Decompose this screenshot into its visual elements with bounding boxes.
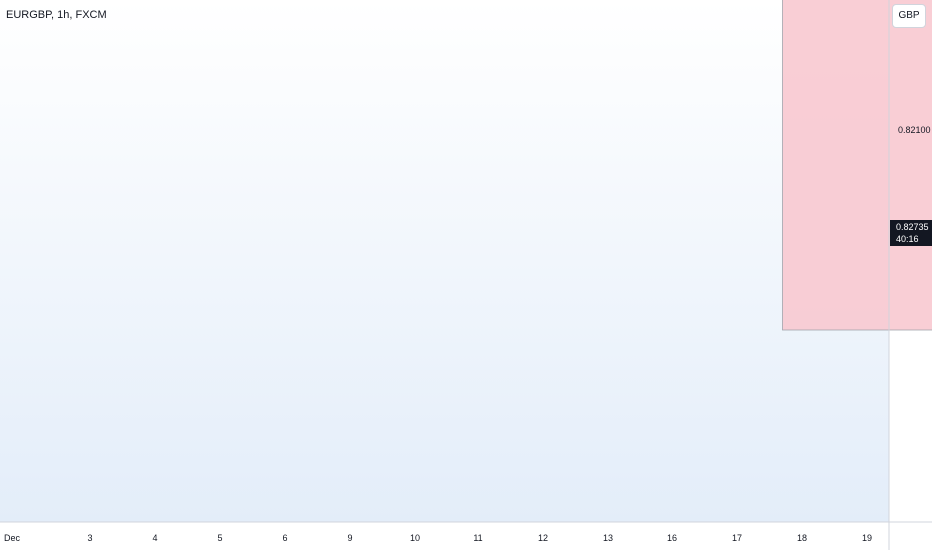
- time-tick-label: 16: [667, 533, 677, 543]
- time-tick-label: 6: [282, 533, 287, 543]
- zone-pink-demand[interactable]: [782, 0, 932, 331]
- time-tick-label: 12: [538, 533, 548, 543]
- currency-button[interactable]: GBP: [892, 4, 926, 28]
- time-tick-label: 13: [603, 533, 613, 543]
- chart-background: [0, 0, 889, 522]
- time-tick-label: 18: [797, 533, 807, 543]
- time-tick-label: 9: [347, 533, 352, 543]
- bar-countdown: 40:16: [896, 234, 919, 244]
- symbol-label: EURGBP, 1h, FXCM: [6, 9, 107, 21]
- time-tick-label: 17: [732, 533, 742, 543]
- price-tick-label: 0.82100: [898, 125, 931, 135]
- time-tick-label: 19: [862, 533, 872, 543]
- time-tick-label: 3: [87, 533, 92, 543]
- current-price-value: 0.82735: [896, 222, 929, 232]
- current-price-tag: 0.82735 40:16: [890, 220, 932, 246]
- time-tick-label: 4: [152, 533, 157, 543]
- time-tick-label: Dec: [4, 533, 21, 543]
- time-tick-label: 11: [473, 533, 482, 543]
- time-tick-label: 5: [217, 533, 222, 543]
- time-tick-label: 10: [410, 533, 420, 543]
